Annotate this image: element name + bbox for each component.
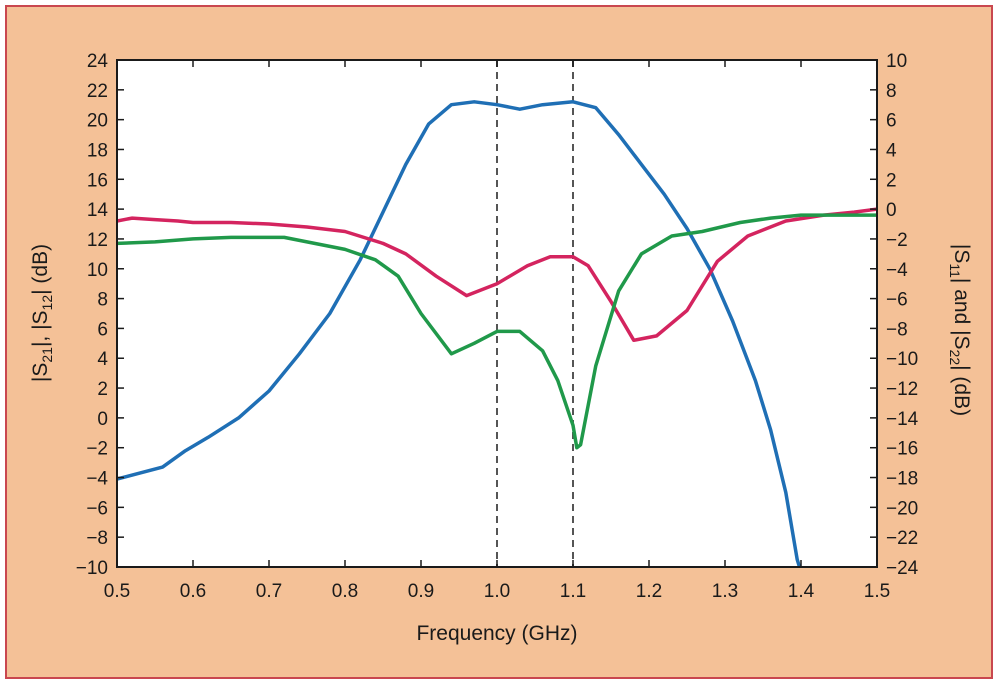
- y-left-tick-label: 14: [87, 200, 109, 221]
- y-right-tick-label: −22: [886, 528, 918, 549]
- y-right-tick-label: 8: [886, 81, 897, 102]
- x-tick-label: 1.3: [712, 581, 738, 602]
- y-left-tick-label: 24: [87, 51, 109, 72]
- y-right-tick-label: −18: [886, 469, 918, 490]
- y-left-tick-label: 10: [87, 260, 108, 281]
- series-line-2: [117, 207, 877, 343]
- y-right-tick-label: −10: [886, 349, 918, 370]
- x-tick-label: 1.2: [636, 581, 662, 602]
- y-right-tick-label: −20: [886, 498, 918, 519]
- y-axis-right-title: |S11| and |S22| (dB): [947, 244, 973, 416]
- x-tick-label: 1.5: [864, 581, 890, 602]
- y-left-tick-label: −4: [86, 469, 108, 490]
- y-right-tick-label: −8: [886, 319, 908, 340]
- y-right-tick-label: −14: [886, 409, 919, 430]
- y-left-tick-label: 12: [87, 230, 108, 251]
- x-tick-label: 0.9: [408, 581, 434, 602]
- y-right-tick-label: −12: [886, 379, 918, 400]
- y-right-tick-label: 2: [886, 170, 897, 191]
- x-tick-label: 0.6: [180, 581, 206, 602]
- y-left-tick-label: 2: [97, 379, 108, 400]
- x-tick-label: 0.8: [332, 581, 358, 602]
- y-left-tick-label: 18: [87, 140, 108, 161]
- y-axis-left-title: |S21|, |S12| (dB): [29, 244, 55, 382]
- y-left-tick-label: 6: [97, 319, 108, 340]
- x-tick-label: 0.7: [256, 581, 282, 602]
- y-right-tick-label: −4: [886, 260, 908, 281]
- x-tick-label: 1.0: [484, 581, 510, 602]
- y-left-tick-label: 4: [97, 349, 108, 370]
- y-left-tick-label: 0: [97, 409, 108, 430]
- y-left-tick-label: −6: [86, 498, 108, 519]
- y-right-tick-label: 10: [886, 51, 907, 72]
- x-axis-title: Frequency (GHz): [416, 622, 577, 645]
- y-left-tick-label: 20: [87, 111, 108, 132]
- y-right-tick-label: −24: [886, 558, 919, 579]
- y-right-tick-label: −2: [886, 230, 908, 251]
- y-right-tick-label: −6: [886, 290, 908, 311]
- y-right-tick-label: 4: [886, 140, 897, 161]
- y-right-tick-label: 0: [886, 200, 897, 221]
- y-right-tick-label: −16: [886, 439, 918, 460]
- y-left-tick-label: 16: [87, 170, 108, 191]
- x-tick-label: 1.4: [788, 581, 815, 602]
- series-line-1: [117, 100, 802, 567]
- y-left-tick-label: 8: [97, 290, 108, 311]
- y-left-tick-label: −8: [86, 528, 108, 549]
- y-left-tick-label: 22: [87, 81, 108, 102]
- y-left-tick-label: −2: [86, 439, 108, 460]
- x-tick-label: 0.5: [104, 581, 130, 602]
- y-right-tick-label: 6: [886, 111, 897, 132]
- x-tick-label: 1.1: [560, 581, 586, 602]
- y-left-tick-label: −10: [76, 558, 108, 579]
- series-line-3: [117, 213, 877, 450]
